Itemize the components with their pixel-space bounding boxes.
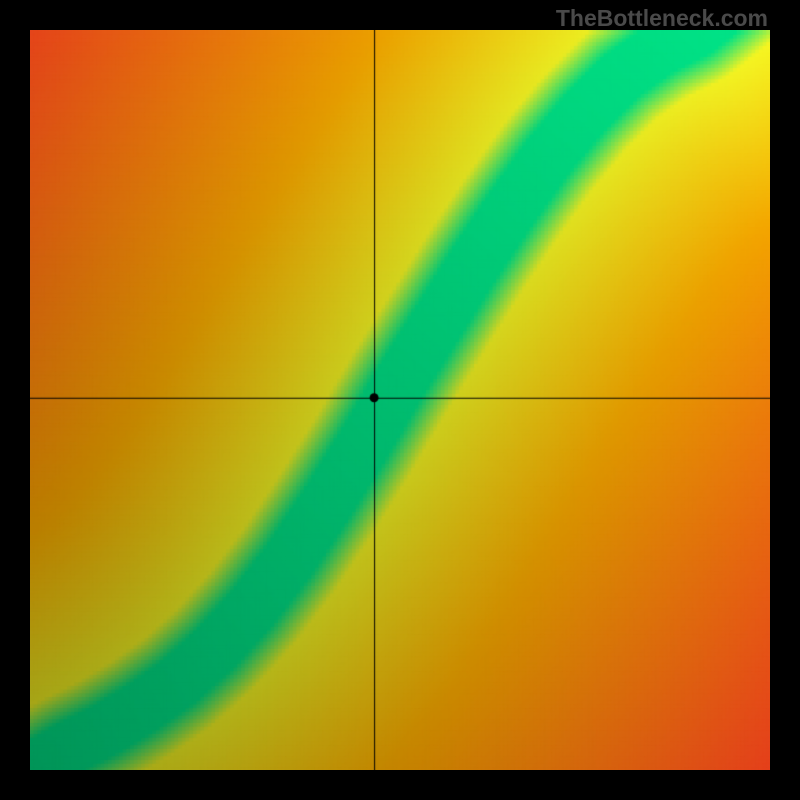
chart-container: TheBottleneck.com [0,0,800,800]
bottleneck-heatmap [30,30,770,770]
watermark-text: TheBottleneck.com [556,5,768,32]
